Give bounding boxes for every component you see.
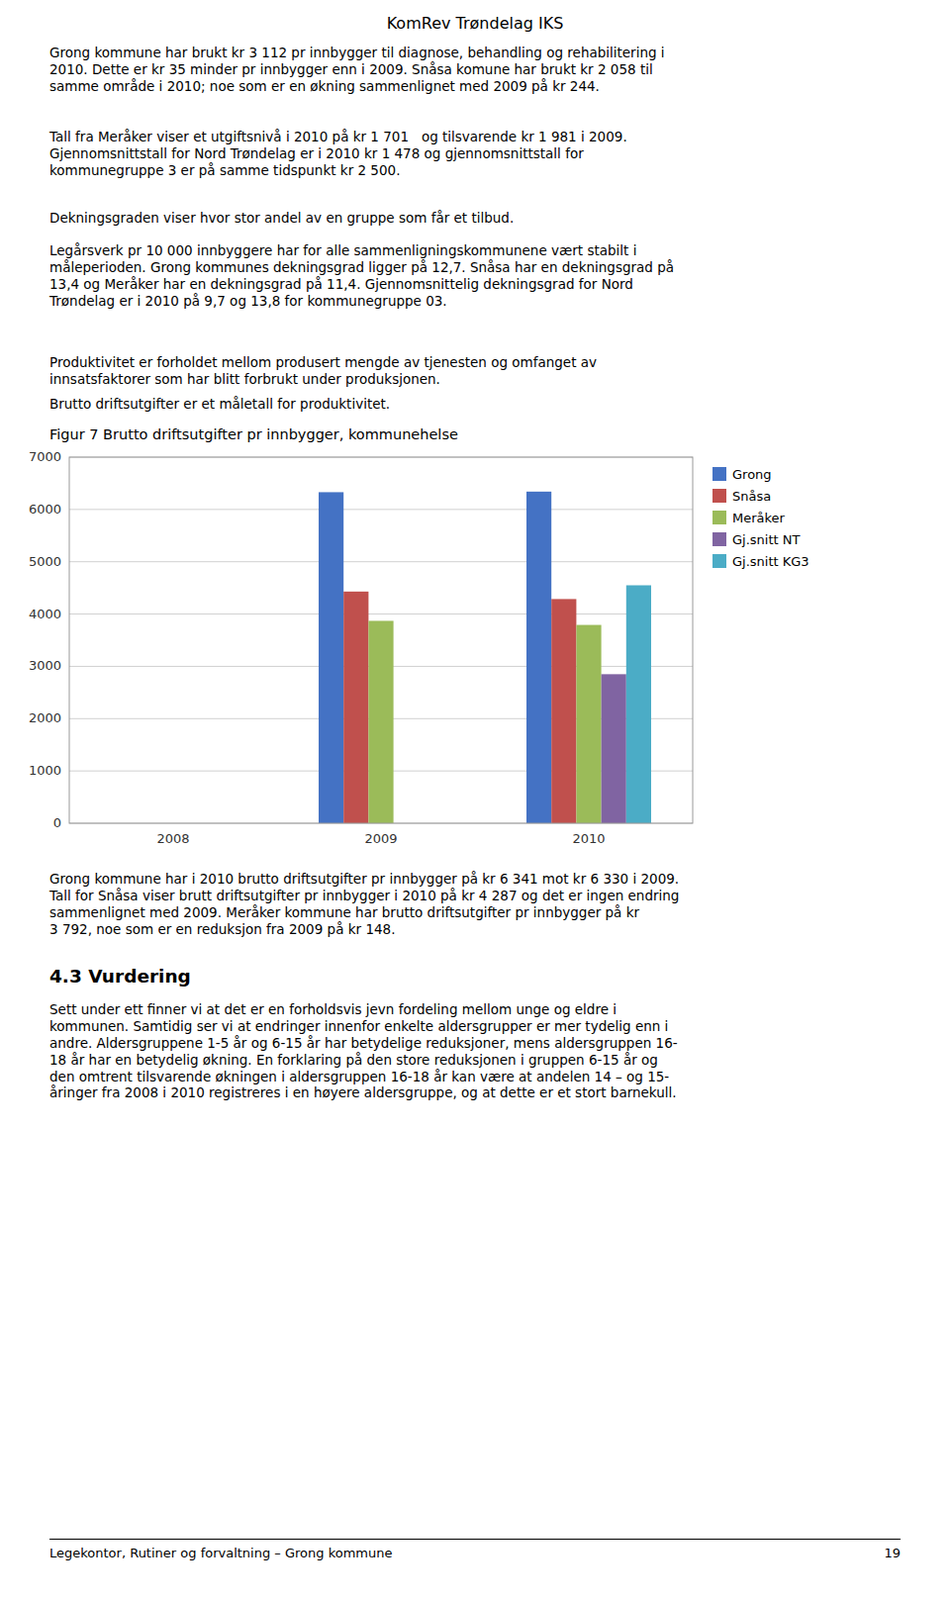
x-tick-label: 2010: [571, 831, 605, 847]
chart: 0 1000 2000 3000 4000 5000 6000 7000 2008 2009 201…: [0, 447, 950, 863]
footer-left: Legekontor, Rutiner og forvaltning – Gro…: [49, 1545, 393, 1562]
paragraph: Brutto driftsutgifter er et måletall for…: [49, 395, 390, 413]
footer-rule: [49, 1538, 901, 1540]
legend-swatch: [712, 467, 727, 481]
paragraph: Legårsverk pr 10 000 innbyggere har for …: [49, 242, 674, 310]
legend-label: Meråker: [732, 510, 786, 526]
plot-frame: [69, 457, 693, 824]
legend-label: Gj.snitt NT: [732, 532, 800, 548]
y-tick-label: 3000: [28, 658, 62, 673]
grid-line: [69, 613, 693, 615]
bar: [626, 585, 652, 825]
plot-background: [69, 457, 693, 824]
x-tick-label: 2009: [364, 831, 397, 847]
bar: [318, 491, 344, 824]
paragraph: Tall fra Meråker viser et utgiftsnivå i …: [49, 128, 628, 180]
legend-swatch: [712, 554, 727, 569]
grid-line: [69, 561, 693, 563]
legend-label: Grong: [732, 467, 772, 482]
paragraph: Grong kommune har brukt kr 3 112 pr innb…: [49, 44, 665, 95]
bar: [368, 620, 393, 824]
y-tick-label: 1000: [28, 762, 62, 778]
legend-swatch: [712, 532, 727, 547]
legend-swatch: [712, 510, 727, 525]
legend-swatch: [712, 488, 727, 503]
y-tick-label: 2000: [28, 710, 62, 726]
legend-label: Snåsa: [732, 488, 771, 504]
page-title: KomRev Trøndelag IKS: [386, 13, 565, 34]
y-tick-label: 0: [53, 815, 62, 831]
paragraph: Dekningsgraden viser hvor stor andel av …: [49, 209, 514, 227]
paragraph: Produktivitet er forholdet mellom produs…: [49, 354, 597, 388]
bar: [575, 625, 601, 824]
legend-label: Gj.snitt KG3: [732, 554, 810, 570]
bar: [551, 598, 576, 824]
bar: [343, 591, 369, 824]
chart-title: Figur 7 Brutto driftsutgifter pr innbygg…: [49, 425, 459, 444]
bars: [318, 491, 652, 824]
bar: [526, 491, 552, 824]
y-tick-label: 7000: [28, 449, 62, 465]
grid-line: [69, 508, 693, 510]
y-tick-label: 4000: [28, 606, 62, 622]
paragraph: Sett under ett finner vi at det er en fo…: [49, 1001, 678, 1102]
footer-right: 19: [883, 1545, 901, 1562]
y-tick-label: 6000: [28, 501, 62, 517]
bar: [601, 673, 627, 824]
paragraph: Grong kommune har i 2010 brutto driftsut…: [49, 870, 679, 939]
y-tick-label: 5000: [28, 554, 62, 570]
section-title: 4.3 Vurdering: [49, 964, 191, 988]
x-tick-label: 2008: [156, 831, 190, 847]
